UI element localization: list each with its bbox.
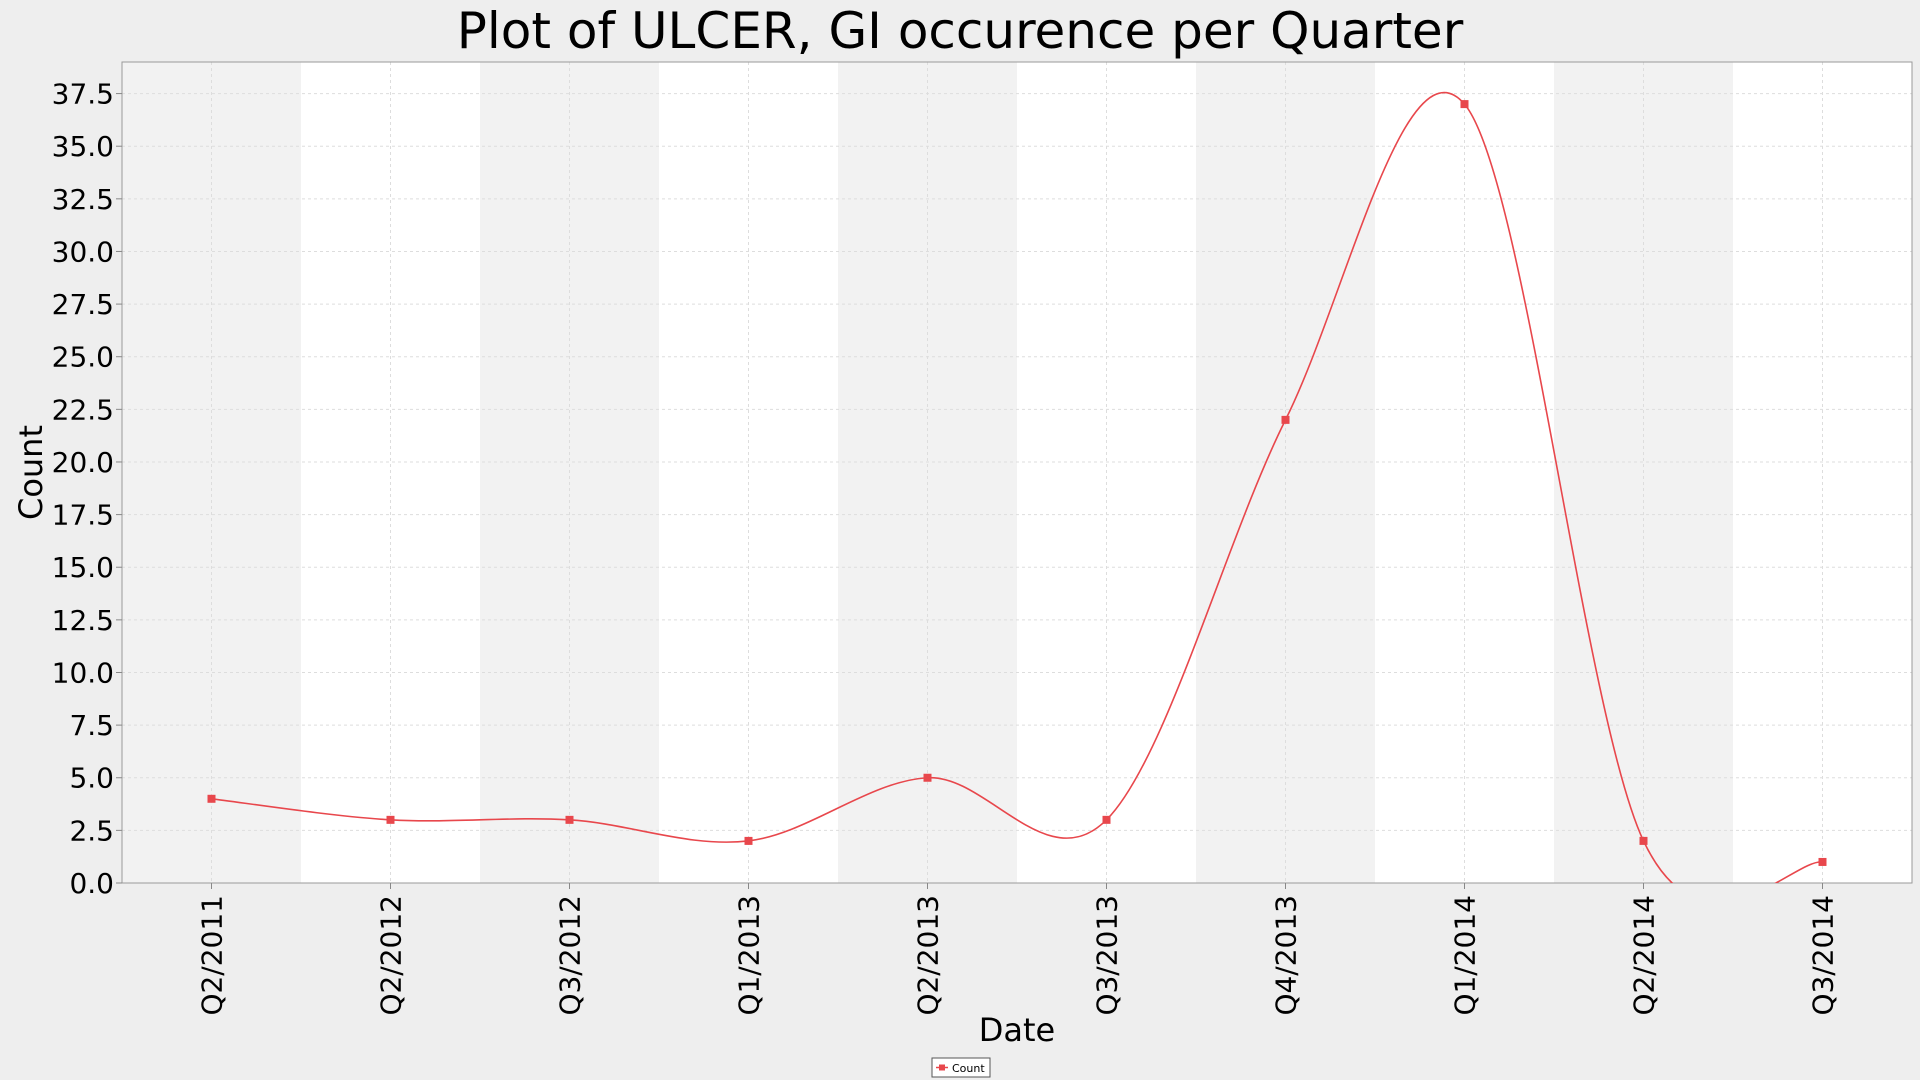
y-tick-label: 25.0 — [52, 341, 114, 374]
y-tick-label: 20.0 — [52, 446, 114, 479]
y-tick-label: 0.0 — [69, 867, 114, 900]
x-tick-label: Q2/2013 — [912, 895, 945, 1016]
y-axis-label: Count — [12, 425, 50, 520]
data-point — [1639, 836, 1648, 845]
x-tick-label: Q2/2012 — [375, 895, 408, 1016]
x-tick-label: Q3/2014 — [1807, 895, 1840, 1016]
plot-border — [121, 61, 1913, 884]
y-tick-label: 35.0 — [52, 130, 114, 163]
y-tick-label: 37.5 — [52, 78, 114, 111]
data-point — [1818, 857, 1827, 866]
chart-title: Plot of ULCER, GI occurence per Quarter — [457, 2, 1464, 60]
y-tick-label: 2.5 — [69, 814, 114, 847]
x-tick-label: Q1/2013 — [733, 895, 766, 1016]
data-point — [207, 794, 216, 803]
data-point — [744, 836, 753, 845]
y-tick-label: 27.5 — [52, 288, 114, 321]
x-tick-label: Q3/2012 — [554, 895, 587, 1016]
y-tick-label: 7.5 — [69, 709, 114, 742]
y-tick-label: 15.0 — [52, 551, 114, 584]
y-tick-label: 32.5 — [52, 183, 114, 216]
data-point — [1281, 415, 1290, 424]
data-point — [386, 815, 395, 824]
y-tick-label: 30.0 — [52, 235, 114, 268]
y-tick-label: 10.0 — [52, 656, 114, 689]
y-tick-label: 12.5 — [52, 604, 114, 637]
data-point — [923, 773, 932, 782]
data-point — [1102, 815, 1111, 824]
series-markers — [207, 100, 1827, 866]
legend-swatch-marker — [939, 1064, 945, 1071]
x-tick-label: Q2/2011 — [196, 895, 229, 1016]
y-tick-label: 17.5 — [52, 499, 114, 532]
x-tick-label: Q4/2013 — [1270, 895, 1303, 1016]
legend: Count — [931, 1057, 991, 1078]
data-point — [565, 815, 574, 824]
x-tick-label: Q2/2014 — [1628, 895, 1661, 1016]
legend-label: Count — [952, 1062, 985, 1075]
x-tick-label: Q3/2013 — [1091, 895, 1124, 1016]
legend-box — [931, 1057, 991, 1078]
y-tick-label: 5.0 — [69, 762, 114, 795]
x-axis: Q2/2011 Q2/2012 Q3/2012 Q1/2013 Q2/2013 Q3/20… — [196, 883, 1840, 1016]
x-tick-label: Q1/2014 — [1449, 895, 1482, 1016]
y-axis: 0.0 2.5 5.0 7.5 10.0 12.5 15.0 17.5 20.0 22.5 25.0… — [52, 78, 122, 900]
x-axis-label: Date — [979, 1011, 1055, 1049]
series-line-count — [211, 91, 1823, 883]
y-tick-label: 22.5 — [52, 393, 114, 426]
data-point — [1460, 100, 1469, 109]
